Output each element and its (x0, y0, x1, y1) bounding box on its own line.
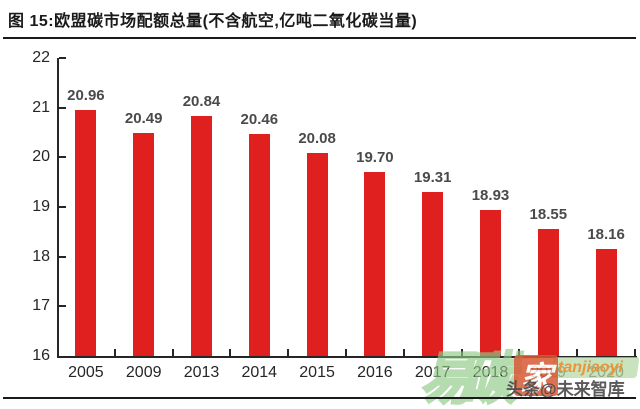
x-tick-label: 2013 (183, 364, 220, 381)
x-tick-mark (576, 349, 579, 356)
bar (537, 229, 559, 356)
bar-value-label: 19.31 (413, 168, 452, 186)
figure-bottom-border (3, 397, 636, 399)
x-tick-mark (518, 349, 521, 356)
y-tick-mark (59, 255, 66, 258)
y-tick-mark (59, 57, 66, 59)
bar-value-label: 20.46 (240, 111, 279, 129)
bar-value-label: 20.84 (182, 92, 221, 110)
bar (75, 109, 97, 356)
y-tick-label: 18 (32, 247, 50, 265)
y-tick-label: 19 (32, 198, 50, 215)
x-tick-mark (634, 349, 636, 356)
x-tick-label: 2015 (299, 364, 335, 381)
bar-value-label: 18.55 (529, 206, 568, 224)
x-tick-label: 2019 (530, 364, 567, 381)
x-tick-mark (460, 349, 463, 356)
y-tick-label: 22 (32, 49, 50, 66)
y-tick-label: 21 (32, 98, 50, 116)
y-tick-label: 17 (32, 297, 50, 315)
y-tick-mark (59, 206, 66, 208)
x-tick-mark (345, 349, 347, 356)
x-tick-label: 2017 (414, 364, 451, 381)
x-tick-label: 2005 (68, 364, 104, 381)
bar-value-label: 19.70 (356, 149, 394, 167)
bar (364, 172, 386, 356)
x-tick-mark (402, 349, 405, 356)
bar (595, 248, 617, 356)
x-tick-label: 2018 (472, 364, 509, 381)
y-tick-label: 20 (32, 148, 50, 166)
y-tick-mark (59, 156, 66, 159)
y-axis-line (57, 58, 59, 358)
x-tick-mark (229, 349, 232, 356)
y-tick-label: 16 (32, 347, 50, 364)
x-axis-line (57, 356, 637, 358)
x-tick-mark (287, 349, 290, 356)
title-underline (3, 37, 636, 39)
x-tick-label: 2020 (588, 364, 624, 381)
bar (422, 191, 444, 356)
bar (191, 115, 212, 356)
x-tick-mark (113, 349, 116, 356)
bar (306, 153, 328, 356)
x-tick-label: 2009 (125, 364, 162, 381)
bar-value-label: 18.93 (471, 187, 510, 205)
bar-value-label: 20.08 (298, 130, 336, 148)
bar-value-label: 20.49 (124, 109, 163, 127)
bar-value-label: 18.16 (587, 225, 625, 243)
bar (248, 134, 270, 356)
bar (480, 210, 501, 356)
x-tick-mark (171, 349, 174, 356)
bar (133, 132, 155, 356)
bar-value-label: 20.96 (67, 86, 105, 104)
figure-title: 图 15:欧盟碳市场配额总量(不含航空,亿吨二氧化碳当量) (8, 13, 418, 30)
y-tick-mark (59, 106, 66, 109)
x-tick-label: 2016 (357, 364, 393, 381)
y-tick-mark (59, 305, 66, 308)
x-tick-label: 2014 (241, 364, 278, 381)
